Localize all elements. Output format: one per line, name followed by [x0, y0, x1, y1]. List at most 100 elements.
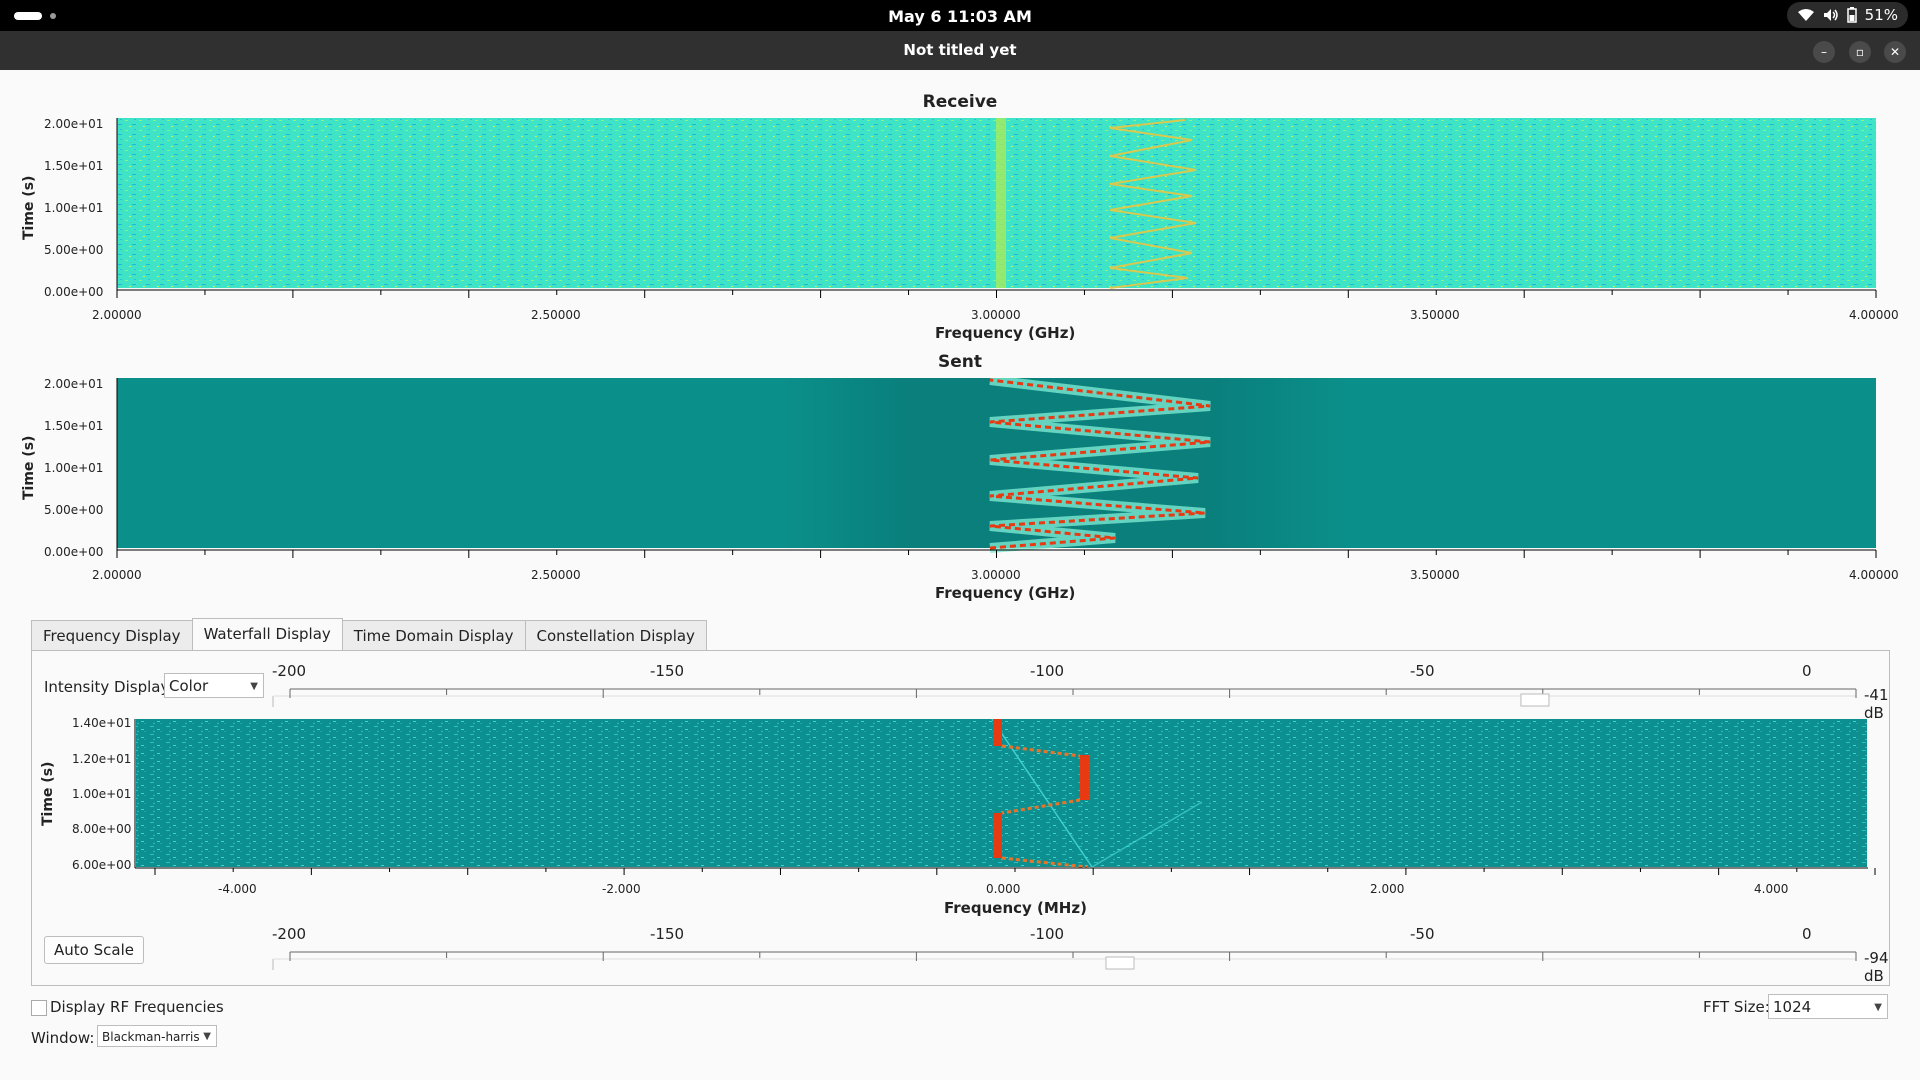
waterfall-x-tick: 4.000: [1754, 882, 1789, 896]
waterfall-x-tick: -2.000: [602, 882, 641, 896]
sent-axes: [116, 378, 1877, 558]
sent-chirp-trace: [989, 378, 1211, 550]
waterfall-y-axis-label: Time (s): [40, 761, 56, 826]
min-scale-tick: -200: [272, 925, 307, 943]
waterfall-y-tick: 1.20e+01: [72, 752, 132, 766]
chevron-down-icon: ▼: [1874, 1002, 1882, 1013]
waterfall-signal-burst: [1080, 755, 1089, 800]
maximize-button[interactable]: ▫: [1849, 41, 1871, 63]
receive-x-axis-label: Frequency (GHz): [935, 324, 1076, 342]
tab-frequency-display[interactable]: Frequency Display: [31, 620, 193, 650]
sent-y-tick: 0.00e+00: [44, 545, 104, 559]
min-scale-tick: -100: [1030, 925, 1065, 943]
wifi-icon: [1797, 9, 1814, 21]
sent-x-tick: 3.50000: [1410, 568, 1460, 582]
min-scale-tick: -50: [1410, 925, 1435, 943]
receive-y-axis-label: Time (s): [21, 175, 37, 240]
min-intensity-value: -94 dB: [1864, 949, 1889, 985]
waterfall-signal-burst: [993, 719, 1002, 746]
max-scale-tick: -150: [650, 662, 685, 680]
display-rf-frequencies-checkbox[interactable]: [31, 1000, 47, 1016]
receive-chirp-trace: [1109, 119, 1197, 289]
minimize-button[interactable]: –: [1813, 41, 1835, 63]
waterfall-signal-burst: [993, 813, 1002, 858]
min-intensity-scale: -200 -150 -100 -50 0 -94 dB: [270, 922, 1889, 985]
max-scale-tick: 0: [1802, 662, 1812, 680]
fft-size-select[interactable]: 1024 ▼: [1768, 994, 1888, 1019]
receive-dc-line: [996, 118, 1006, 288]
intensity-display-select[interactable]: Color ▼: [164, 673, 264, 698]
auto-scale-button[interactable]: Auto Scale: [44, 936, 144, 964]
max-intensity-value: -41 dB: [1864, 686, 1889, 722]
max-scale-tick: -200: [272, 662, 307, 680]
max-scale-tick: -100: [1030, 662, 1065, 680]
waterfall-x-axis-label: Frequency (MHz): [944, 899, 1087, 917]
chevron-down-icon: ▼: [203, 1031, 211, 1042]
window-label: Window:: [31, 1029, 95, 1047]
tab-waterfall-display[interactable]: Waterfall Display: [191, 618, 343, 650]
activities-indicator[interactable]: [14, 12, 56, 31]
window-function-value: Blackman-harris: [102, 1030, 200, 1044]
receive-y-tick: 5.00e+00: [44, 243, 104, 257]
sent-waterfall-plot: Sent Time (s) 2.00e+01 1.50e+01 1.00e+01…: [0, 350, 1920, 610]
system-top-bar: May 6 11:03 AM 51%: [0, 0, 1920, 31]
minimize-icon: –: [1821, 45, 1827, 59]
receive-x-tick: 2.50000: [531, 308, 581, 322]
close-button[interactable]: ✕: [1884, 41, 1906, 63]
receive-x-tick: 3.50000: [1410, 308, 1460, 322]
receive-y-tick: 1.50e+01: [44, 159, 104, 173]
sent-x-tick: 3.00000: [971, 568, 1021, 582]
waterfall-x-tick: 0.000: [986, 882, 1021, 896]
max-intensity-slider-handle[interactable]: [1520, 693, 1550, 707]
min-scale-tick: -150: [650, 925, 685, 943]
sent-y-axis-label: Time (s): [21, 435, 37, 500]
fft-size-value: 1024: [1773, 998, 1812, 1016]
maximize-icon: ▫: [1855, 45, 1865, 59]
window-header-bar: Not titled yet – ▫ ✕: [0, 31, 1920, 70]
waterfall-x-tick: -4.000: [218, 882, 257, 896]
receive-waterfall-plot: Receive Time (s) 2.00e+01 1.50e+01 1.00e…: [0, 90, 1920, 350]
waterfall-display-panel: Intensity Display: Color ▼ -200 -150 -10…: [31, 650, 1890, 986]
waterfall-y-tick: 1.00e+01: [72, 787, 132, 801]
intensity-display-value: Color: [169, 677, 209, 695]
waterfall-x-tick: 2.000: [1370, 882, 1405, 896]
tab-constellation-display[interactable]: Constellation Display: [524, 620, 707, 650]
clock[interactable]: May 6 11:03 AM: [888, 7, 1032, 26]
sent-x-tick: 2.50000: [531, 568, 581, 582]
battery-icon: [1846, 7, 1857, 23]
receive-x-tick: 4.00000: [1849, 308, 1899, 322]
display-rf-frequencies-label: Display RF Frequencies: [50, 998, 224, 1016]
max-scale-ruler: [272, 688, 1857, 707]
receive-y-tick: 1.00e+01: [44, 201, 104, 215]
min-scale-tick: 0: [1802, 925, 1812, 943]
receive-x-tick: 3.00000: [971, 308, 1021, 322]
receive-y-tick: 2.00e+01: [44, 117, 104, 131]
sent-y-tick: 1.50e+01: [44, 419, 104, 433]
workspace-active-icon: [14, 12, 42, 20]
fft-size-label: FFT Size:: [1703, 998, 1770, 1016]
min-scale-ruler: [272, 951, 1857, 970]
waterfall-y-tick: 8.00e+00: [72, 822, 132, 836]
volume-icon: [1823, 9, 1838, 21]
window-function-select[interactable]: Blackman-harris ▼: [97, 1025, 217, 1047]
receive-axes: [116, 118, 1877, 298]
workspace-dot-icon: [50, 13, 56, 19]
waterfall-axes: [134, 718, 1876, 875]
sent-x-tick: 2.00000: [92, 568, 142, 582]
receive-y-tick: 0.00e+00: [44, 285, 104, 299]
sent-y-tick: 2.00e+01: [44, 377, 104, 391]
receive-plot-title: Receive: [922, 92, 998, 112]
window-title: Not titled yet: [903, 41, 1017, 59]
min-intensity-slider-handle[interactable]: [1105, 956, 1135, 970]
sent-y-tick: 1.00e+01: [44, 461, 104, 475]
battery-percentage: 51%: [1864, 6, 1898, 24]
close-icon: ✕: [1889, 45, 1901, 59]
tab-time-domain-display[interactable]: Time Domain Display: [341, 620, 526, 650]
system-menu[interactable]: 51%: [1786, 2, 1908, 28]
sent-y-tick: 5.00e+00: [44, 503, 104, 517]
display-tab-bar: Frequency Display Waterfall Display Time…: [31, 618, 707, 650]
sent-x-axis-label: Frequency (GHz): [935, 584, 1076, 602]
receive-x-tick: 2.00000: [92, 308, 142, 322]
sent-plot-title: Sent: [937, 352, 982, 372]
max-scale-tick: -50: [1410, 662, 1435, 680]
